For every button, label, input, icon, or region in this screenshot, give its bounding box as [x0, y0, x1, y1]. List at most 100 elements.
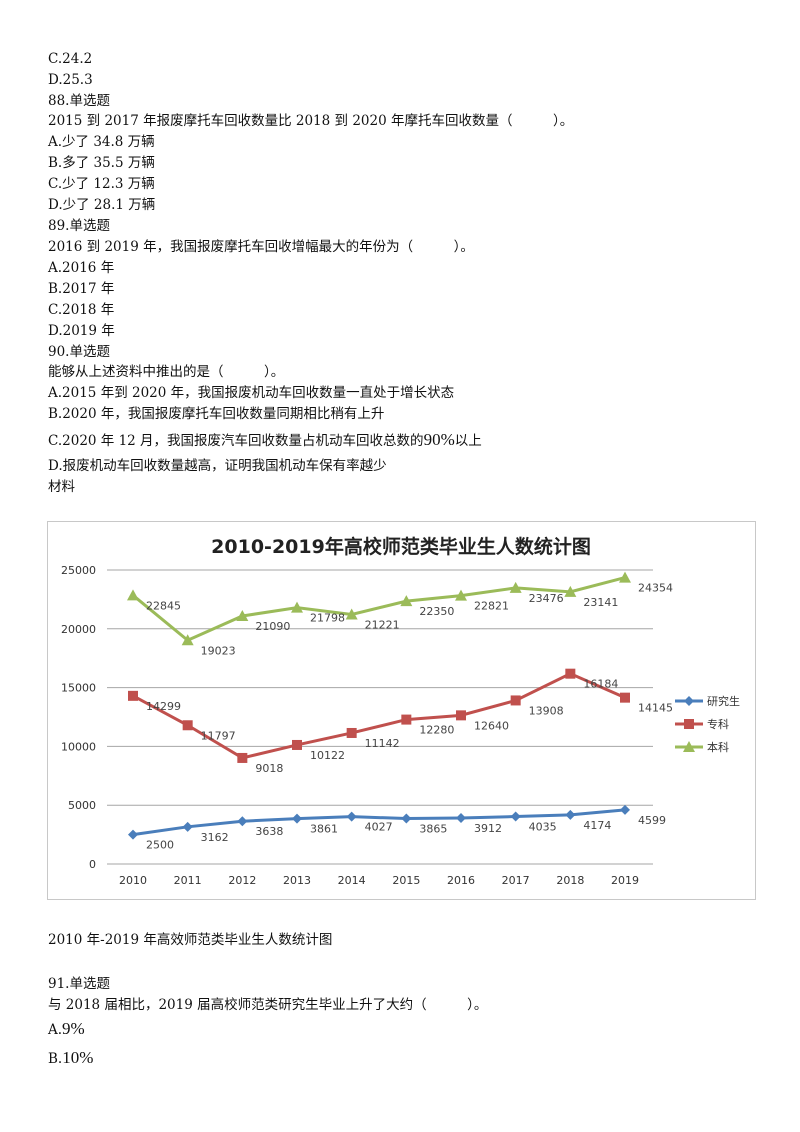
data-point: [128, 829, 138, 840]
data-point: [683, 741, 695, 752]
data-point: [455, 589, 467, 601]
question-89-option-a: A.2016 年: [48, 260, 115, 276]
data-label: 3861: [310, 823, 338, 836]
data-label: 22821: [474, 600, 509, 613]
question-89-option-b: B.2017 年: [48, 281, 115, 297]
data-label: 4027: [365, 821, 393, 834]
chart-title: 2010-2019年高校师范类毕业生人数统计图: [211, 535, 591, 558]
data-point: [182, 821, 193, 832]
data-label: 3912: [474, 822, 502, 835]
x-tick-label: 2015: [392, 874, 420, 887]
legend-label: 研究生: [707, 694, 740, 708]
data-label: 13908: [529, 704, 564, 717]
question-90-header: 90.单选题: [48, 344, 110, 360]
option-letter: A.: [48, 1022, 63, 1038]
data-label: 2500: [146, 839, 174, 852]
data-point: [565, 809, 576, 820]
question-88-option-b: B.多了 35.5 万辆: [48, 155, 155, 171]
data-point: [510, 695, 521, 706]
question-88-option-d: D.少了 28.1 万辆: [48, 197, 156, 213]
data-label: 14145: [638, 702, 673, 715]
data-point: [292, 813, 302, 824]
option-value: 9%: [62, 1019, 85, 1038]
data-point: [345, 608, 358, 620]
data-label: 3638: [255, 825, 283, 838]
x-tick-label: 2010: [119, 874, 147, 887]
data-point: [237, 752, 248, 763]
data-label: 21090: [255, 620, 290, 633]
question-89-header: 89.单选题: [48, 218, 110, 234]
data-point: [346, 727, 357, 738]
y-tick-label: 10000: [61, 740, 96, 753]
option-value: 10%: [62, 1048, 94, 1067]
data-point: [128, 690, 138, 701]
series-line: [132, 672, 626, 760]
question-88-header: 88.单选题: [48, 93, 110, 109]
x-tick-label: 2016: [447, 874, 475, 887]
chart-caption: 2010 年-2019 年高效师范类毕业生人数统计图: [48, 932, 333, 948]
data-label: 4035: [529, 821, 557, 834]
data-point: [346, 811, 357, 822]
data-point: [564, 585, 577, 597]
data-label: 21221: [365, 618, 400, 631]
question-89-option-c: C.2018 年: [48, 302, 115, 318]
data-point: [456, 812, 466, 823]
question-90-option-c-percent: 90%: [423, 430, 455, 449]
data-point: [620, 692, 630, 703]
data-point: [127, 589, 139, 601]
option-letter: B.: [48, 1051, 63, 1067]
data-point: [510, 811, 521, 822]
y-tick-label: 20000: [61, 623, 96, 636]
y-tick-label: 5000: [68, 799, 96, 812]
x-tick-label: 2011: [174, 874, 202, 887]
data-point: [509, 581, 522, 593]
question-90-option-c: C.2020 年 12 月，我国报废汽车回收数量占机动车回收总数的90%以上: [48, 430, 482, 449]
data-label: 4174: [583, 819, 611, 832]
data-label: 23476: [529, 592, 564, 605]
data-point: [181, 634, 194, 646]
data-label: 19023: [201, 644, 236, 657]
data-label: 16184: [583, 678, 618, 691]
data-label: 11142: [365, 737, 400, 750]
data-point: [619, 571, 631, 583]
question-90-option-c-text: C.2020 年 12 月，我国报废汽车回收数量占机动车回收总数的: [48, 433, 424, 449]
x-tick-label: 2014: [338, 874, 366, 887]
series-line: [132, 808, 626, 837]
series-line: [132, 576, 626, 643]
legend-label: 本科: [707, 740, 729, 754]
y-tick-label: 25000: [61, 564, 96, 577]
data-label: 3162: [201, 831, 229, 844]
question-89-option-d: D.2019 年: [48, 323, 115, 339]
data-label: 22845: [146, 599, 181, 612]
question-91-stem: 与 2018 届相比，2019 届高校师范类研究生毕业上升了大约（ ）。: [48, 997, 488, 1013]
x-tick-label: 2019: [611, 874, 639, 887]
data-point: [400, 595, 413, 607]
data-point: [237, 816, 248, 827]
data-point: [456, 710, 466, 721]
question-90-stem: 能够从上述资料中推出的是（ ）。: [48, 364, 285, 380]
y-tick-label: 0: [89, 858, 96, 871]
material-label: 材料: [48, 479, 75, 495]
question-90-option-b: B.2020 年，我国报废摩托车回收数量同期相比稍有上升: [48, 406, 385, 422]
x-tick-label: 2012: [228, 874, 256, 887]
data-label: 10122: [310, 749, 345, 762]
data-label: 21798: [310, 612, 345, 625]
question-88-stem: 2015 到 2017 年报废摩托车回收数量比 2018 到 2020 年摩托车…: [48, 113, 574, 129]
question-89-stem: 2016 到 2019 年，我国报废摩托车回收增幅最大的年份为（ ）。: [48, 239, 474, 255]
data-label: 4599: [638, 814, 666, 827]
option-c-q87: C.24.2: [48, 51, 93, 67]
option-d-q87: D.25.3: [48, 72, 93, 88]
data-point: [292, 739, 302, 750]
data-label: 23141: [583, 596, 618, 609]
question-90-option-a: A.2015 年到 2020 年，我国报废机动车回收数量一直处于增长状态: [48, 385, 455, 401]
data-point: [401, 813, 412, 824]
legend-label: 专科: [707, 717, 729, 731]
data-point: [236, 609, 249, 621]
question-90-option-d: D.报废机动车回收数量越高，证明我国机动车保有率越少: [48, 458, 387, 474]
chart-container: 2010-2019年高校师范类毕业生人数统计图 0 5000 10000 15000 20…: [47, 521, 756, 900]
question-88-option-a: A.少了 34.8 万辆: [48, 134, 155, 150]
data-label: 9018: [255, 762, 283, 775]
data-point: [182, 720, 193, 731]
y-tick-label: 15000: [61, 682, 96, 695]
x-tick-label: 2013: [283, 874, 311, 887]
